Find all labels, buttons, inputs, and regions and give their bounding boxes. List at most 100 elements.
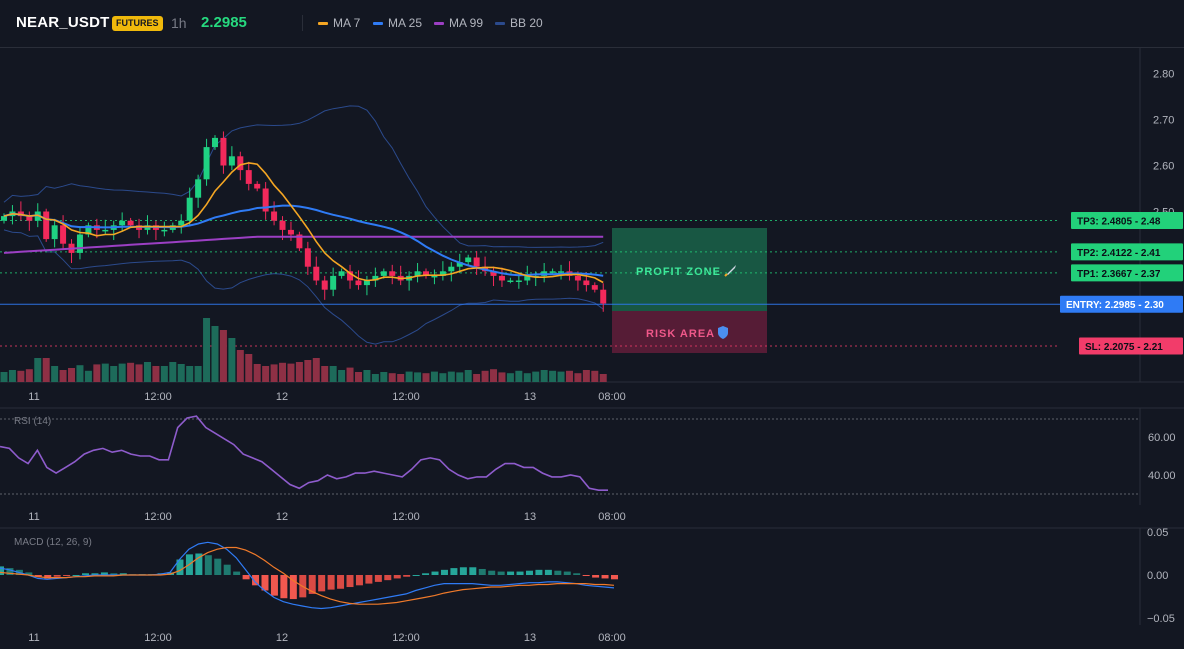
macd-hist-bar-7	[63, 575, 71, 576]
macd-hist-bar-62	[582, 575, 590, 576]
macd-line	[0, 541, 615, 610]
candle-body-69	[583, 280, 590, 286]
macd-x-tick-2: 12	[276, 632, 288, 644]
macd-tick-1: 0.00	[1147, 570, 1168, 582]
legend-ma7-label: MA 7	[333, 16, 361, 30]
legend-ma25[interactable]: MA 25	[373, 16, 422, 30]
volume-bar-21	[177, 364, 185, 382]
candle-body-27	[228, 156, 235, 166]
candle-body-61	[515, 280, 522, 282]
bb20-swatch	[495, 21, 505, 25]
candle-body-6	[51, 225, 58, 240]
volume-bar-46	[388, 373, 396, 382]
macd-title: MACD (12, 26, 9)	[14, 537, 92, 548]
volume-bar-35	[295, 362, 303, 382]
shield-icon	[718, 326, 728, 339]
candle-body-7	[60, 225, 67, 244]
volume-bar-59	[498, 372, 506, 382]
volume-bar-24	[203, 318, 211, 382]
candle-body-59	[498, 275, 505, 281]
macd-hist-bar-4	[34, 575, 42, 577]
symbol-name[interactable]: NEAR_USDT	[16, 14, 110, 31]
macd-hist-bar-60	[563, 571, 571, 575]
volume-bar-71	[599, 374, 607, 382]
volume-bar-0	[0, 372, 8, 382]
main-x-tick-5: 08:00	[598, 391, 626, 403]
macd-hist-bar-5	[44, 575, 52, 579]
macd-hist-bar-54	[507, 571, 515, 575]
macd-hist-bar-6	[53, 575, 61, 577]
macd-x-tick-1: 12:00	[144, 632, 172, 644]
volume-bar-67	[565, 370, 573, 382]
candle-body-42	[355, 280, 362, 286]
volume-bar-60	[506, 373, 514, 382]
legend-ma99-label: MA 99	[449, 16, 484, 30]
macd-hist-bar-64	[601, 575, 609, 579]
macd-hist-bar-13	[119, 573, 127, 575]
macd-hist-bar-19	[176, 559, 184, 575]
ma7-swatch	[318, 21, 328, 25]
rsi-x-tick-4: 13	[524, 511, 536, 523]
macd-tick-0: 0.05	[1147, 527, 1168, 539]
volume-bar-32	[270, 364, 278, 382]
volume-bar-37	[312, 358, 320, 382]
candle-body-71	[600, 289, 607, 304]
ma25-line	[3, 204, 604, 277]
bb-upper-band	[3, 105, 604, 248]
futures-badge: FUTURES	[112, 16, 163, 31]
candle-body-33	[279, 220, 286, 230]
volume-bar-48	[405, 371, 413, 382]
macd-hist-bar-65	[611, 575, 618, 580]
macd-x-tick-5: 08:00	[598, 632, 626, 644]
macd-hist-bar-42	[393, 575, 401, 579]
macd-hist-bar-1	[6, 568, 14, 575]
macd-hist-bar-10	[91, 573, 99, 575]
candle-body-23	[195, 179, 202, 198]
candle-body-10	[85, 225, 92, 235]
level-tag-label-2: TP1: 2.3667 - 2.37	[1077, 269, 1161, 280]
main-x-tick-3: 12:00	[392, 391, 420, 403]
volume-bar-15	[127, 362, 135, 382]
macd-histogram	[0, 553, 618, 600]
volume-bar-69	[582, 370, 590, 382]
level-tag-label-3: ENTRY: 2.2985 - 2.30	[1066, 300, 1164, 311]
volume-bar-20	[169, 362, 177, 382]
rsi-x-tick-5: 08:00	[598, 511, 626, 523]
candle-body-53	[448, 266, 455, 272]
legend-bb20[interactable]: BB 20	[495, 16, 543, 30]
rsi-title: RSI (14)	[14, 416, 51, 427]
level-tag-label-4: SL: 2.2075 - 2.21	[1085, 342, 1163, 353]
candle-body-55	[465, 257, 472, 263]
volume-bar-47	[397, 374, 405, 382]
volume-bar-45	[380, 372, 388, 382]
macd-hist-bar-61	[573, 573, 581, 575]
candle-body-19	[161, 229, 168, 232]
candle-body-43	[363, 280, 370, 286]
rsi-axis: 60.00 40.00	[1148, 432, 1176, 482]
volume-bar-7	[59, 370, 67, 382]
profit-zone	[612, 228, 767, 311]
candle-body-30	[254, 183, 261, 189]
volume-bar-8	[68, 368, 76, 382]
candle-body-51	[431, 275, 438, 278]
candle-body-22	[186, 197, 193, 221]
macd-hist-bar-55	[516, 571, 524, 575]
level-tag-bg-4	[1079, 337, 1183, 355]
volume-bar-33	[279, 362, 287, 382]
candle-body-45	[380, 271, 387, 276]
chart-header: NEAR_USDT FUTURES 1h 2.2985 MA 7 MA 25 M…	[0, 0, 1184, 48]
volume-bar-6	[51, 366, 59, 382]
candle-body-31	[262, 188, 269, 212]
macd-hist-bar-37	[346, 575, 354, 588]
timeframe-selector[interactable]: 1h	[171, 15, 187, 31]
volume-bar-27	[228, 338, 236, 382]
legend-ma99[interactable]: MA 99	[434, 16, 483, 30]
macd-hist-bar-44	[412, 575, 420, 576]
candle-body-3	[26, 216, 33, 221]
volume-bar-36	[304, 360, 312, 382]
candle-body-62	[524, 275, 531, 281]
legend-ma7[interactable]: MA 7	[318, 16, 360, 30]
volume-bar-56	[473, 374, 481, 382]
volume-bar-23	[194, 366, 202, 382]
